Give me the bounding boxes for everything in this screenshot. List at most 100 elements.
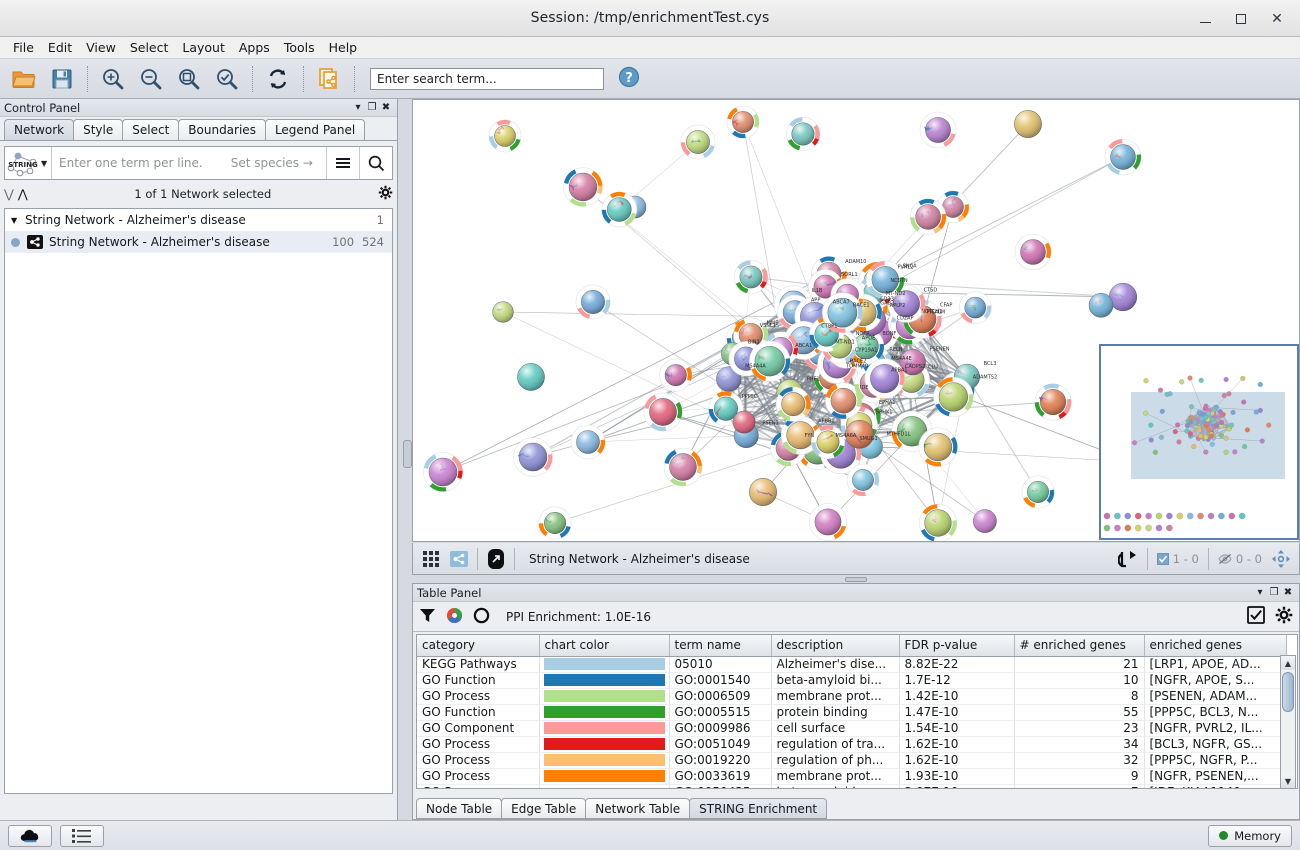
float-panel-icon[interactable]: ❐: [367, 102, 377, 113]
network-view-canvas[interactable]: MT-ND2 MT-ND1 VSNL1 CD2AP MS4A4A MS4A6A MS4A4E…: [412, 99, 1300, 542]
chevron-down-icon[interactable]: ▼: [11, 215, 18, 225]
tree-row-root[interactable]: ▼ String Network - Alzheimer's disease 1: [5, 209, 392, 231]
search-input[interactable]: Enter search term...: [370, 67, 604, 90]
tab-network[interactable]: Network: [4, 119, 75, 140]
menu-tools[interactable]: Tools: [283, 40, 315, 55]
network-overview-thumbnail[interactable]: [1099, 344, 1299, 540]
scrollbar-thumb[interactable]: [1282, 672, 1294, 712]
network-node[interactable]: [775, 386, 811, 422]
gear-icon[interactable]: [378, 185, 393, 203]
tab-string-enrichment[interactable]: STRING Enrichment: [689, 798, 828, 819]
menu-edit[interactable]: Edit: [47, 40, 73, 55]
chevron-down-icon[interactable]: ▾: [1257, 587, 1263, 598]
refresh-icon[interactable]: [260, 62, 296, 96]
splitter-grip[interactable]: [845, 577, 867, 582]
zoom-fit-icon[interactable]: [171, 62, 207, 96]
minimize-button[interactable]: [1188, 5, 1222, 33]
network-node[interactable]: [785, 116, 820, 152]
task-list-icon[interactable]: [60, 824, 104, 847]
table-vertical-scrollbar[interactable]: ▲ ▼: [1280, 655, 1296, 789]
network-node[interactable]: [663, 447, 703, 487]
network-node[interactable]: [488, 119, 522, 153]
table-row[interactable]: KEGG Pathways 05010 Alzheimer's dise... 8.8…: [417, 656, 1287, 673]
column-header-enriched-genes[interactable]: enriched genes: [1144, 635, 1287, 657]
close-panel-icon[interactable]: ✖: [1283, 587, 1293, 598]
network-node[interactable]: [732, 410, 756, 434]
network-node[interactable]: [513, 437, 553, 477]
network-node[interactable]: [825, 382, 862, 420]
network-node[interactable]: [601, 191, 638, 228]
tab-select[interactable]: Select: [122, 119, 180, 140]
network-node[interactable]: [1088, 293, 1114, 318]
chevron-down-icon[interactable]: ▾: [355, 102, 361, 113]
network-node[interactable]: [643, 392, 683, 432]
horizontal-splitter[interactable]: [412, 576, 1300, 583]
column-header-term-name[interactable]: term name: [669, 635, 772, 657]
menu-view[interactable]: View: [86, 40, 116, 55]
tab-network-table[interactable]: Network Table: [585, 798, 691, 819]
network-node[interactable]: [899, 349, 926, 376]
close-panel-icon[interactable]: ✖: [381, 102, 391, 113]
network-node[interactable]: [749, 478, 777, 506]
network-node[interactable]: [864, 358, 905, 399]
menu-help[interactable]: Help: [328, 40, 358, 55]
table-row[interactable]: GO Process GO:0033619 membrane prot... 1.93…: [417, 768, 1287, 785]
table-row[interactable]: GO Process GO:0006509 membrane prot... 1.42…: [417, 688, 1287, 705]
network-node[interactable]: [734, 260, 768, 294]
table-row[interactable]: GO Function GO:0005515 protein binding 1.47…: [417, 704, 1287, 721]
string-term-input[interactable]: Enter one term per line. Set species →: [51, 147, 326, 179]
network-node[interactable]: [1108, 282, 1138, 312]
network-node[interactable]: [918, 503, 958, 541]
network-node[interactable]: [809, 503, 847, 541]
collapse-all-icon[interactable]: ⋁: [4, 187, 14, 201]
network-node[interactable]: [809, 316, 845, 353]
network-node[interactable]: [973, 509, 997, 533]
network-node[interactable]: [423, 452, 463, 492]
magnifier-icon[interactable]: [359, 147, 392, 179]
column-header-category[interactable]: category: [417, 635, 540, 657]
network-node[interactable]: [866, 260, 905, 299]
network-node[interactable]: [1104, 138, 1142, 176]
network-node[interactable]: [563, 167, 603, 207]
network-node[interactable]: [1034, 383, 1072, 421]
gear-icon[interactable]: [1275, 606, 1293, 627]
table-row[interactable]: GO Component GO:0009986 cell surface 1.54E-…: [417, 720, 1287, 737]
scroll-down-arrow-icon[interactable]: ▼: [1281, 774, 1295, 788]
zoom-out-icon[interactable]: [133, 62, 169, 96]
string-dropdown-caret-icon[interactable]: ▼: [41, 158, 48, 168]
tab-node-table[interactable]: Node Table: [416, 798, 503, 819]
table-row[interactable]: GO Process GO:0050435beta-amyloid m...2.0…: [417, 784, 1287, 788]
network-node[interactable]: [517, 363, 545, 391]
column-header-fdr-pvalue[interactable]: FDR p-value: [899, 635, 1015, 657]
set-species-link[interactable]: Set species →: [230, 156, 313, 170]
network-node[interactable]: [958, 291, 992, 324]
network-node[interactable]: [1021, 475, 1055, 509]
network-node[interactable]: [909, 198, 947, 236]
zoom-selected-icon[interactable]: [209, 62, 245, 96]
network-node[interactable]: [808, 269, 843, 305]
column-header-chart-color[interactable]: chart color: [539, 635, 670, 657]
network-node[interactable]: [726, 105, 760, 139]
network-node[interactable]: [538, 506, 572, 540]
table-row[interactable]: GO Process GO:0019220 regulation of ph... 1…: [417, 752, 1287, 769]
table-row[interactable]: GO Function GO:0001540 beta-amyloid bi... 1…: [417, 672, 1287, 689]
tab-boundaries[interactable]: Boundaries: [178, 119, 266, 140]
enrichment-table-wrapper[interactable]: category chart color term name descripti…: [416, 634, 1298, 789]
network-node[interactable]: [918, 427, 958, 467]
close-button[interactable]: ✕: [1271, 10, 1283, 27]
column-header-description[interactable]: description: [771, 635, 900, 657]
network-node[interactable]: [847, 328, 885, 365]
network-node[interactable]: [716, 366, 742, 392]
navigate-icon[interactable]: [1267, 546, 1295, 572]
table-row[interactable]: GO Process GO:0051049 regulation of tra...…: [417, 736, 1287, 753]
network-node[interactable]: [1014, 110, 1042, 138]
tab-edge-table[interactable]: Edge Table: [501, 798, 587, 819]
tree-row-network[interactable]: String Network - Alzheimer's disease 100…: [5, 231, 392, 253]
donut-chart-icon[interactable]: [473, 607, 490, 627]
menu-file[interactable]: File: [13, 40, 34, 55]
tab-legend-panel[interactable]: Legend Panel: [264, 119, 366, 140]
network-node[interactable]: [845, 420, 874, 449]
network-node[interactable]: [708, 391, 744, 427]
network-node[interactable]: [810, 424, 845, 459]
question-mark-icon[interactable]: ?: [618, 66, 640, 91]
